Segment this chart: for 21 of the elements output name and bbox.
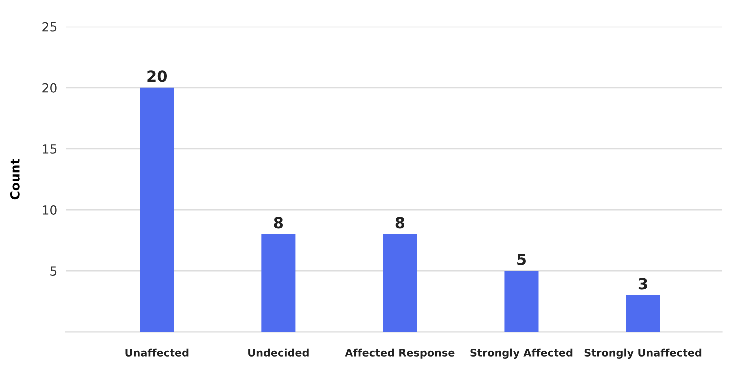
x-tick-label: Undecided xyxy=(248,348,309,357)
bar xyxy=(383,234,418,332)
x-tick-label: Strongly Affected xyxy=(470,348,573,359)
data-label: 8 xyxy=(396,217,405,229)
data-label: 3 xyxy=(638,278,648,290)
y-tick-label: 5 xyxy=(50,266,57,276)
y-tick-label: 15 xyxy=(43,144,57,154)
data-label: 20 xyxy=(148,70,168,82)
y-tick-label: 20 xyxy=(42,83,57,93)
x-tick-label: Affected Response xyxy=(345,348,455,359)
data-label: 8 xyxy=(274,217,284,229)
x-tick-label: Unaffected xyxy=(126,348,189,357)
bar xyxy=(262,234,296,332)
x-tick-label: Strongly Unaffected xyxy=(584,348,702,359)
data-label: 5 xyxy=(518,254,526,266)
y-tick-label: 25 xyxy=(42,22,57,32)
y-tick-label: 10 xyxy=(43,206,57,215)
y-axis-title: Count xyxy=(10,159,20,200)
bar xyxy=(504,271,539,332)
bar xyxy=(140,88,174,332)
bar xyxy=(626,296,660,332)
